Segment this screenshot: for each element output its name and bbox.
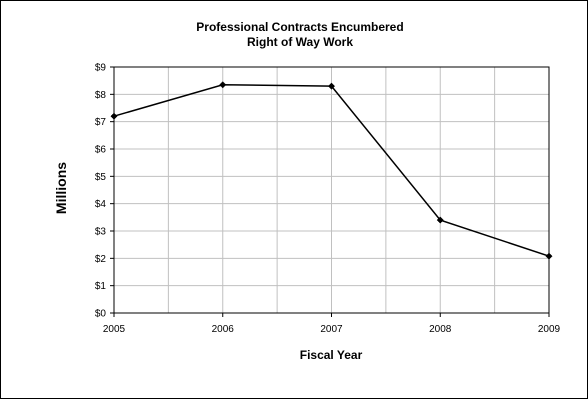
y-tick-label: $5 [95, 172, 107, 183]
data-point-marker [327, 82, 336, 90]
x-axis-label: Fiscal Year [300, 348, 363, 362]
y-axis-ticks: $0 $1 $2 $3 $4 $5 $6 $7 $8 $9 [95, 63, 114, 320]
x-tick-label: 2009 [538, 324, 561, 335]
x-tick-label: 2008 [429, 324, 452, 335]
data-point-marker [545, 252, 553, 260]
y-tick-label: $1 [95, 281, 107, 292]
data-series [110, 81, 553, 260]
y-tick-label: $4 [95, 199, 107, 210]
y-tick-label: $3 [95, 227, 107, 238]
chart-subtitle: Right of Way Work [247, 35, 353, 49]
x-tick-label: 2006 [212, 324, 235, 335]
x-tick-label: 2005 [103, 324, 126, 335]
x-tick-label: 2007 [320, 324, 343, 335]
y-tick-label: $2 [95, 254, 107, 265]
data-point-marker [110, 112, 118, 120]
x-axis-ticks: 2005 2006 2007 2008 2009 [103, 313, 561, 335]
y-tick-label: $9 [95, 63, 107, 74]
y-tick-label: $8 [95, 90, 107, 101]
gridlines [114, 67, 549, 313]
y-tick-label: $7 [95, 117, 107, 128]
data-point-marker [436, 216, 444, 224]
data-point-marker [219, 81, 227, 89]
y-axis-label: Millions [53, 162, 69, 214]
y-tick-label: $6 [95, 145, 107, 156]
y-tick-label: $0 [95, 309, 107, 320]
chart-title: Professional Contracts Encumbered [196, 20, 403, 34]
